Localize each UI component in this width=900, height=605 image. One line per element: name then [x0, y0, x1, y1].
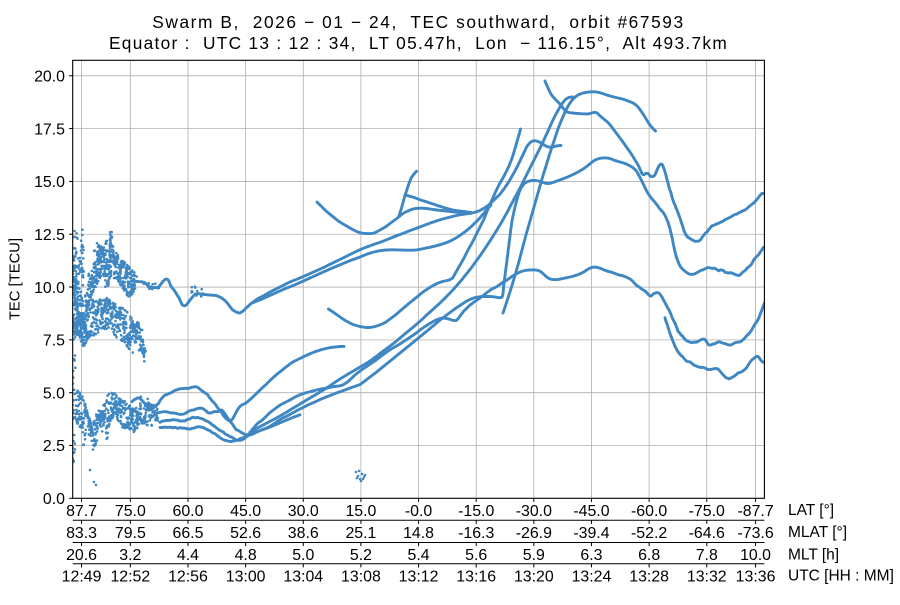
svg-text:5.4: 5.4: [408, 547, 430, 564]
svg-text:4.8: 4.8: [235, 547, 257, 564]
svg-text:MLT [h]: MLT [h]: [788, 546, 839, 563]
svg-text:66.5: 66.5: [173, 525, 204, 542]
svg-text:38.6: 38.6: [288, 525, 319, 542]
svg-text:0.0: 0.0: [43, 491, 65, 508]
svg-text:-16.3: -16.3: [458, 525, 494, 542]
svg-text:-60.0: -60.0: [631, 503, 667, 520]
svg-text:10.0: 10.0: [34, 280, 65, 297]
svg-text:-15.0: -15.0: [458, 503, 494, 520]
svg-text:13:08: 13:08: [341, 568, 381, 585]
svg-text:13:00: 13:00: [226, 568, 266, 585]
svg-text:13:24: 13:24: [572, 568, 612, 585]
svg-text:5.0: 5.0: [43, 385, 65, 402]
svg-text:-30.0: -30.0: [516, 503, 552, 520]
svg-text:13:20: 13:20: [514, 568, 554, 585]
svg-text:83.3: 83.3: [66, 525, 97, 542]
svg-text:7.5: 7.5: [43, 333, 65, 350]
svg-text:75.0: 75.0: [115, 503, 146, 520]
svg-text:13:28: 13:28: [629, 568, 669, 585]
svg-text:5.9: 5.9: [523, 547, 545, 564]
svg-text:12:49: 12:49: [62, 568, 102, 585]
svg-text:13:36: 13:36: [736, 568, 776, 585]
svg-text:5.6: 5.6: [465, 547, 487, 564]
svg-text:14.8: 14.8: [403, 525, 434, 542]
svg-text:15.0: 15.0: [345, 503, 376, 520]
svg-text:Swarm B, 2026 − 01 − 24, TEC: Swarm B, 2026 − 01 − 24, TEC southward, …: [152, 12, 684, 32]
svg-text:6.8: 6.8: [638, 547, 660, 564]
svg-text:5.0: 5.0: [292, 547, 314, 564]
svg-text:17.5: 17.5: [34, 121, 65, 138]
svg-text:Equator : UTC 13 : 12 : 34,: Equator : UTC 13 : 12 : 34, LT 05.47h, L…: [109, 33, 728, 53]
svg-text:MLAT [°]: MLAT [°]: [788, 524, 847, 541]
svg-text:20.0: 20.0: [34, 69, 65, 86]
svg-text:-75.0: -75.0: [689, 503, 725, 520]
svg-text:-39.4: -39.4: [573, 525, 609, 542]
svg-text:52.6: 52.6: [230, 525, 261, 542]
svg-text:5.2: 5.2: [350, 547, 372, 564]
svg-text:13:32: 13:32: [687, 568, 727, 585]
svg-text:13:12: 13:12: [399, 568, 439, 585]
svg-text:4.4: 4.4: [177, 547, 199, 564]
svg-text:-26.9: -26.9: [516, 525, 552, 542]
svg-text:LAT [°]: LAT [°]: [788, 502, 834, 519]
svg-text:30.0: 30.0: [288, 503, 319, 520]
svg-text:12.5: 12.5: [34, 227, 65, 244]
svg-text:7.8: 7.8: [696, 547, 718, 564]
svg-text:-73.6: -73.6: [737, 525, 773, 542]
svg-text:25.1: 25.1: [345, 525, 376, 542]
svg-text:12:52: 12:52: [110, 568, 150, 585]
svg-text:13:16: 13:16: [456, 568, 496, 585]
svg-text:15.0: 15.0: [34, 174, 65, 191]
svg-text:10.0: 10.0: [740, 547, 771, 564]
svg-text:3.2: 3.2: [119, 547, 141, 564]
svg-text:6.3: 6.3: [580, 547, 602, 564]
svg-text:-52.2: -52.2: [631, 525, 667, 542]
svg-text:45.0: 45.0: [230, 503, 261, 520]
svg-text:20.6: 20.6: [66, 547, 97, 564]
svg-text:60.0: 60.0: [173, 503, 204, 520]
svg-text:-45.0: -45.0: [573, 503, 609, 520]
svg-text:-64.6: -64.6: [689, 525, 725, 542]
svg-text:13:04: 13:04: [283, 568, 323, 585]
svg-text:12:56: 12:56: [168, 568, 208, 585]
svg-text:2.5: 2.5: [43, 438, 65, 455]
svg-text:-87.7: -87.7: [737, 503, 773, 520]
svg-text:87.7: 87.7: [66, 503, 97, 520]
svg-text:79.5: 79.5: [115, 525, 146, 542]
svg-text:UTC [HH : MM]: UTC [HH : MM]: [788, 568, 894, 585]
svg-text:-0.0: -0.0: [405, 503, 433, 520]
svg-text:TEC [TECU]: TEC [TECU]: [8, 238, 24, 320]
